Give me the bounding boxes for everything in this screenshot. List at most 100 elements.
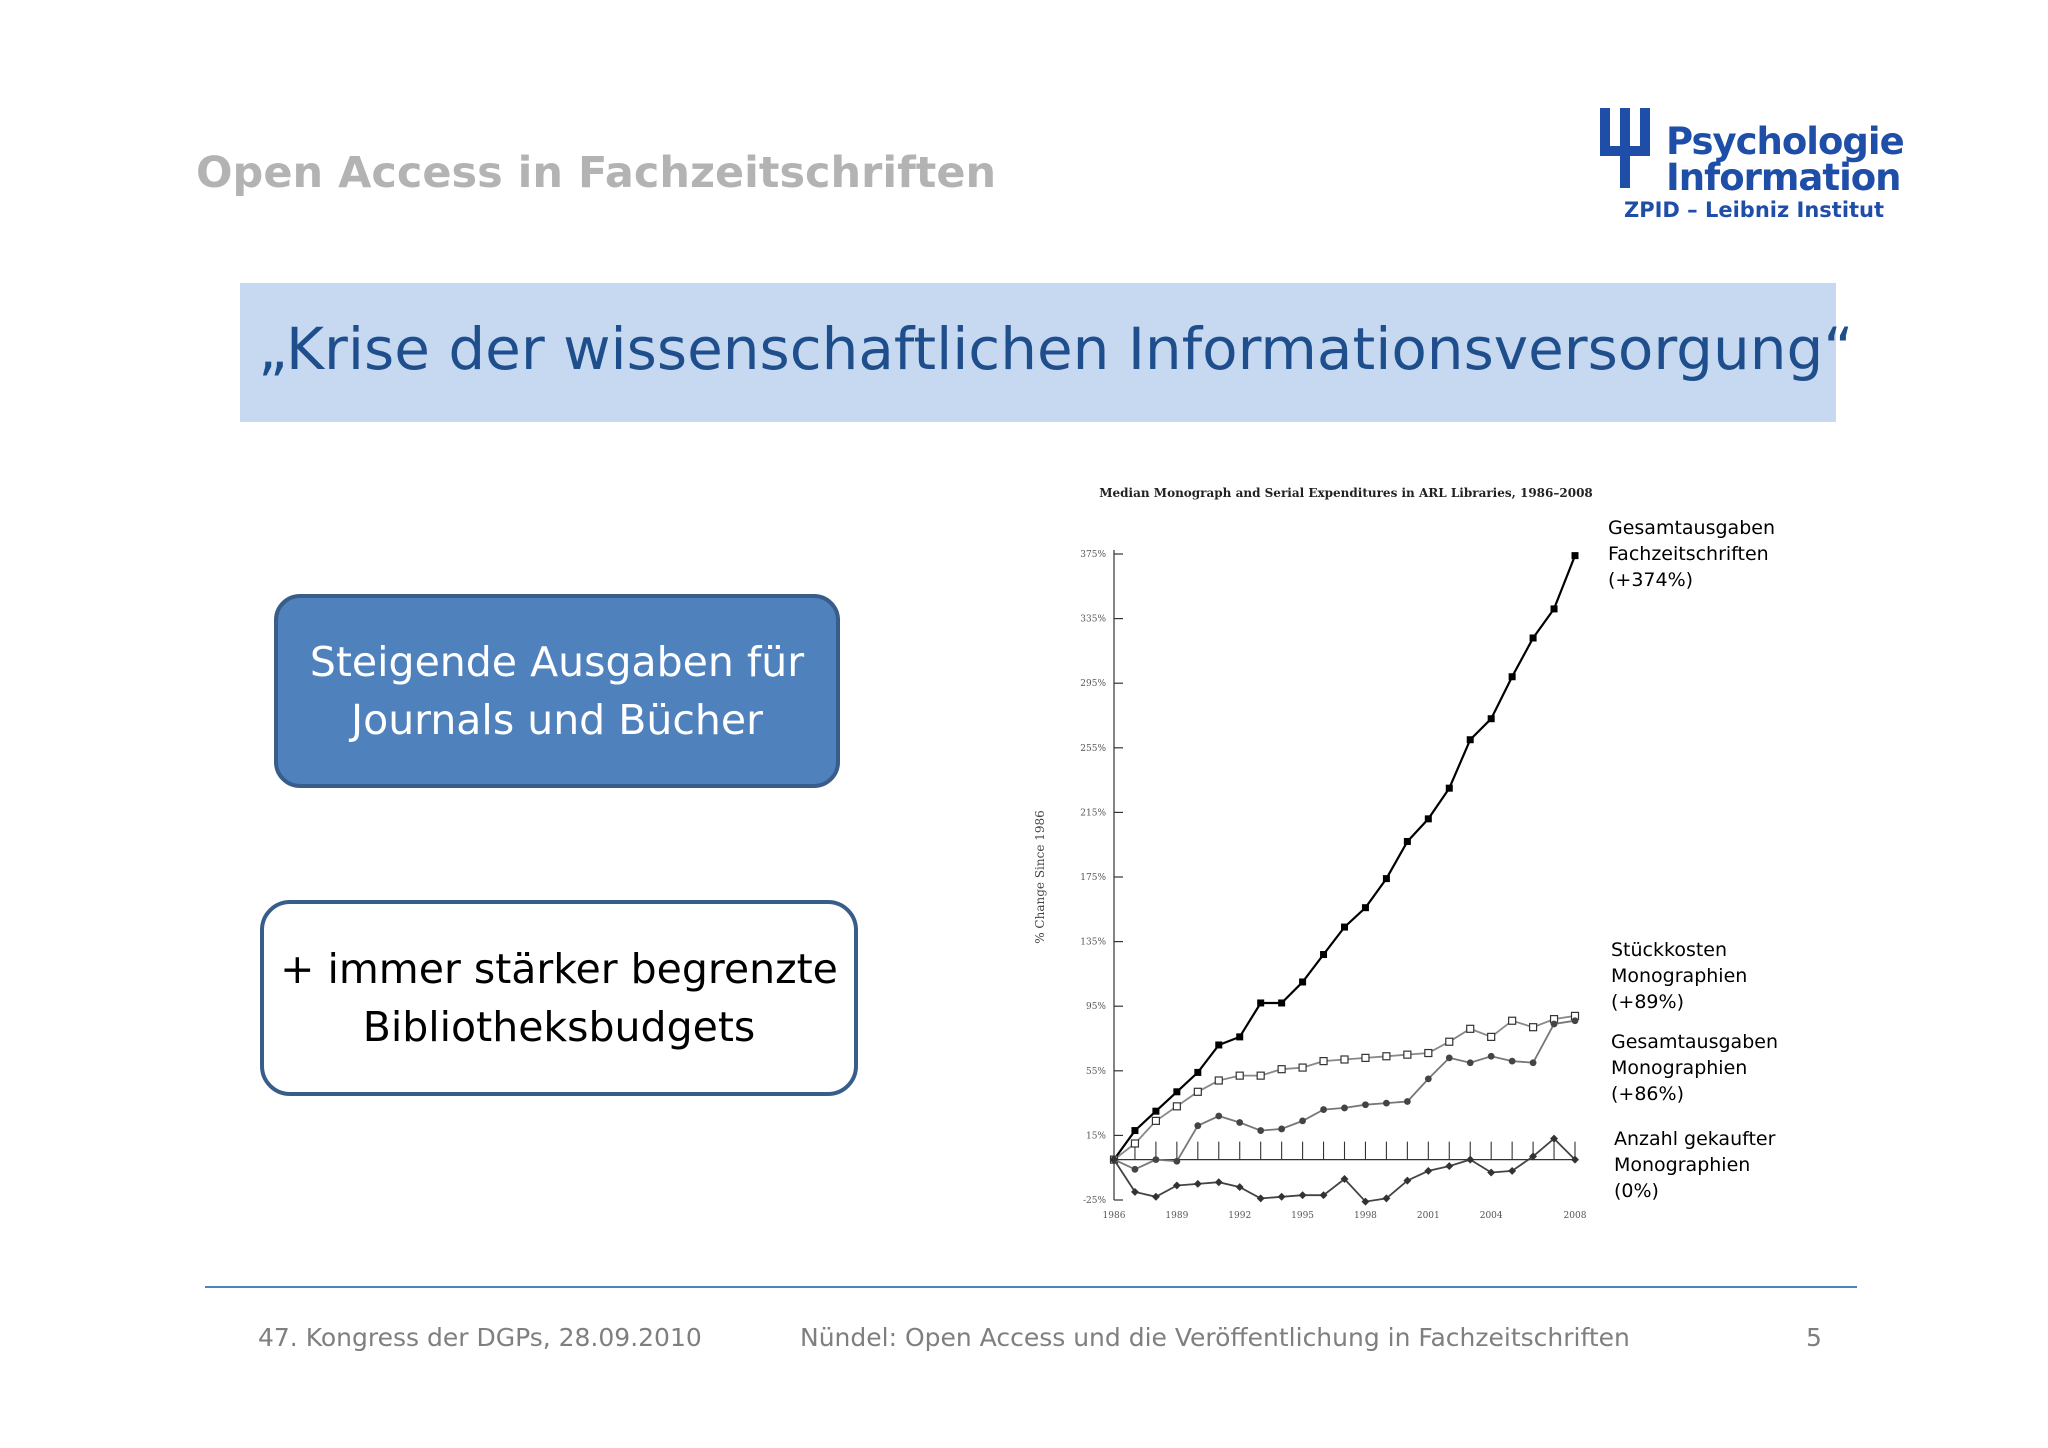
series-3-point <box>1214 1178 1223 1187</box>
series-0-point <box>1403 837 1411 845</box>
annotation-line: Anzahl gekaufter <box>1614 1128 1776 1150</box>
series-1-point <box>1528 1023 1538 1032</box>
series-3-point <box>1445 1162 1454 1171</box>
series-0-point <box>1529 634 1537 642</box>
series-3-point <box>1529 1152 1538 1161</box>
series-2-point <box>1341 1104 1348 1112</box>
series-0-point <box>1550 605 1558 613</box>
series-0-point <box>1361 904 1369 912</box>
series-0-point <box>1215 1041 1223 1049</box>
footer-divider <box>205 1286 1857 1288</box>
annotation-unit-cost: Stückkosten Monographien (+89%) <box>1611 937 1747 1015</box>
annotation-line: Gesamtausgaben <box>1611 1031 1778 1053</box>
box-white-line-2: Bibliotheksbudgets <box>362 1003 756 1051</box>
x-tick-label: 1995 <box>1291 1211 1314 1221</box>
y-tick-label: 135% <box>1080 938 1106 948</box>
series-0-point <box>1320 951 1328 959</box>
series-0-point <box>1299 978 1307 986</box>
series-2-point <box>1403 1098 1411 1105</box>
series-2-point <box>1383 1099 1390 1107</box>
series-1-point <box>1130 1139 1140 1148</box>
series-0-point <box>1508 673 1516 681</box>
series-0-point <box>1466 736 1474 744</box>
series-line-0 <box>1113 555 1577 1161</box>
series-1-point <box>1151 1116 1161 1125</box>
series-2-point <box>1131 1165 1139 1173</box>
series-3-point <box>1382 1194 1391 1203</box>
annotation-line: Stückkosten <box>1611 939 1728 961</box>
series-1-point <box>1298 1063 1307 1072</box>
y-tick-label: 295% <box>1080 679 1106 689</box>
series-3-point <box>1424 1166 1433 1175</box>
series-2-point <box>1278 1125 1286 1133</box>
psi-logo-icon <box>1600 108 1650 188</box>
series-2-point <box>1424 1075 1432 1083</box>
series-2-point <box>1257 1127 1265 1134</box>
series-0-point <box>1445 784 1453 792</box>
logo-line-1: Psychologie <box>1666 120 1905 163</box>
x-tick-label: 2004 <box>1480 1211 1503 1221</box>
series-0-point <box>1487 715 1495 723</box>
series-0-point <box>1152 1107 1160 1115</box>
annotation-line: Monographien <box>1611 965 1748 987</box>
series-3-point <box>1277 1192 1286 1201</box>
annotation-mono-count: Anzahl gekaufter Monographien (0%) <box>1614 1126 1775 1204</box>
y-tick-label: 175% <box>1080 873 1106 883</box>
series-0-point <box>1278 999 1286 1007</box>
series-0-point <box>1424 815 1432 823</box>
series-1-point <box>1424 1048 1433 1058</box>
slide-title: „Krise der wissenschaftlichen Informatio… <box>258 315 1854 383</box>
series-0-point <box>1131 1127 1139 1135</box>
series-3-point <box>1361 1197 1370 1206</box>
annotation-line: (+374%) <box>1608 569 1694 591</box>
series-1-point <box>1193 1087 1202 1096</box>
series-2-point <box>1508 1057 1516 1065</box>
y-tick-label: 335% <box>1080 615 1106 625</box>
y-tick-label: 255% <box>1080 744 1106 754</box>
series-0-point <box>1173 1088 1181 1096</box>
series-2-point <box>1550 1020 1558 1028</box>
y-tick-label: 55% <box>1086 1067 1106 1077</box>
series-3-point <box>1172 1181 1181 1190</box>
series-3-point <box>1235 1183 1244 1192</box>
annotation-line: (+86%) <box>1611 1083 1684 1105</box>
series-3-point <box>1298 1191 1307 1200</box>
series-1-point <box>1214 1076 1223 1085</box>
y-tick-label: 15% <box>1086 1131 1106 1141</box>
series-1-point <box>1445 1037 1454 1046</box>
series-3-point <box>1193 1179 1202 1188</box>
logo-line-2: Information <box>1666 156 1902 199</box>
series-1-point <box>1466 1024 1475 1033</box>
box-white-line-1: + immer stärker begrenzte <box>280 944 838 993</box>
footer-event: 47. Kongress der DGPs, 28.09.2010 <box>258 1323 702 1352</box>
series-1-point <box>1277 1065 1286 1074</box>
series-3-point <box>1151 1192 1160 1201</box>
series-3-point <box>1550 1134 1559 1143</box>
series-0-point <box>1194 1068 1202 1076</box>
series-2-point <box>1299 1117 1306 1125</box>
slide-title-banner: „Krise der wissenschaftlichen Informatio… <box>240 283 1853 422</box>
series-1-point <box>1403 1050 1412 1059</box>
series-1-point <box>1508 1016 1517 1025</box>
series-0-point <box>1236 1033 1244 1041</box>
series-1-point <box>1487 1032 1496 1041</box>
annotation-line: Fachzeitschriften <box>1608 543 1769 565</box>
limited-budgets-box: + immer stärker begrenzte Bibliotheksbud… <box>260 900 858 1096</box>
series-0-point <box>1571 552 1579 560</box>
series-0-point <box>1382 875 1390 883</box>
series-2-point <box>1445 1054 1453 1062</box>
chart-title: Median Monograph and Serial Expenditures… <box>1099 486 1593 500</box>
footer-talk-title: Nündel: Open Access und die Veröffentlic… <box>800 1323 1630 1352</box>
series-2-point <box>1152 1156 1160 1164</box>
x-tick-label: 1986 <box>1103 1211 1126 1221</box>
x-tick-label: 2008 <box>1564 1211 1587 1221</box>
x-tick-label: 2001 <box>1417 1211 1440 1221</box>
series-0-point <box>1341 923 1348 931</box>
series-2-point <box>1320 1106 1327 1113</box>
arl-expenditures-chart: Median Monograph and Serial Expenditures… <box>1033 486 1593 1221</box>
annotation-mono-expenditures: Gesamtausgaben Monographien (+86%) <box>1611 1029 1778 1107</box>
series-3-point <box>1466 1155 1475 1164</box>
y-tick-label: 95% <box>1086 1002 1106 1012</box>
series-0-point <box>1257 999 1265 1007</box>
annotation-line: (0%) <box>1614 1180 1659 1202</box>
